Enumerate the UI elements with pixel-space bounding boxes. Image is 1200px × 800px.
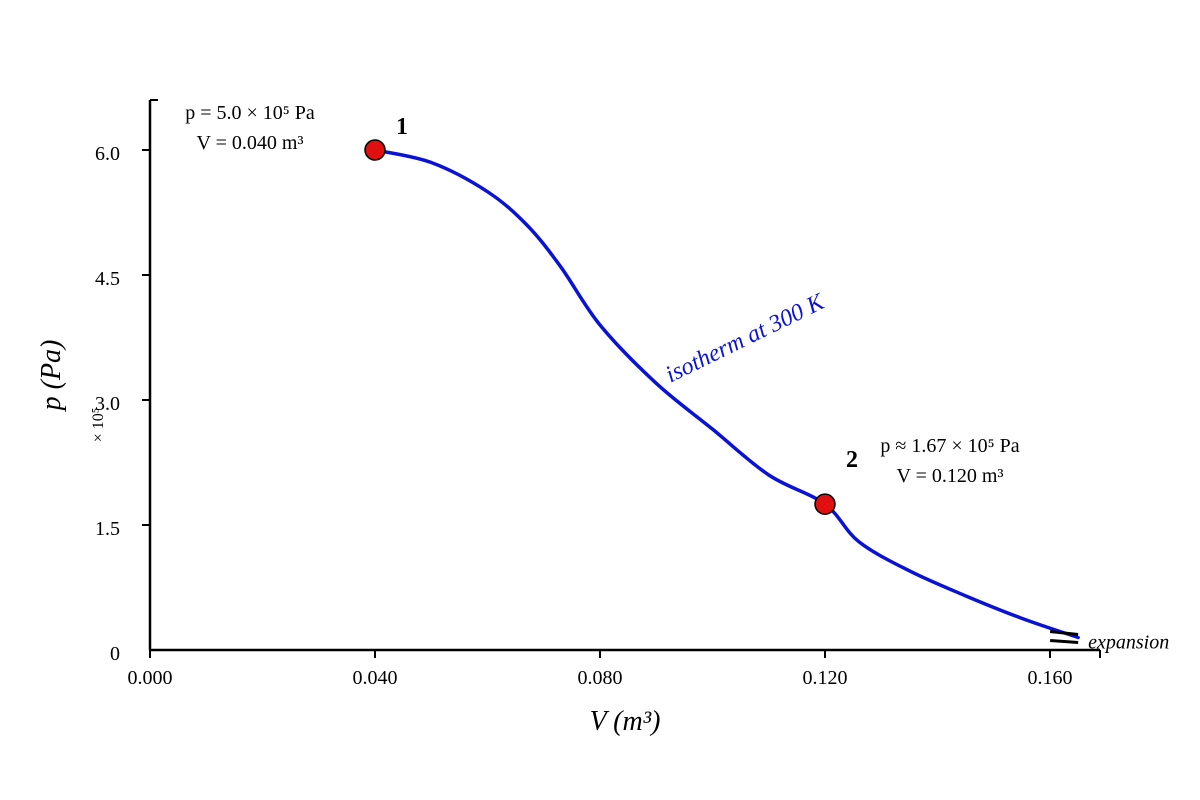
y-tick-label: 0 — [110, 643, 120, 665]
state-annotation-line: V = 0.040 m³ — [197, 132, 304, 154]
x-tick-label: 0.120 — [803, 667, 848, 689]
x-axis-title: V (m³) — [590, 706, 661, 737]
y-tick-label: 3.0 — [95, 393, 120, 415]
x-tick-label: 0.080 — [578, 667, 623, 689]
state-point-label: 2 — [846, 447, 858, 473]
y-axis-title: p (Pa) — [36, 340, 67, 413]
state-point-label: 1 — [396, 114, 408, 140]
x-tick-label: 0.000 — [128, 667, 173, 689]
state-annotation-line: p ≈ 1.67 × 10⁵ Pa — [880, 435, 1019, 457]
state-point-1 — [364, 139, 386, 161]
y-tick-label: 6.0 — [95, 143, 120, 165]
curve-label: isotherm at 300 K — [662, 288, 830, 388]
expansion-arrow — [1049, 630, 1079, 644]
curve: expansion — [373, 148, 1169, 654]
x-tick-label: 0.040 — [353, 667, 398, 689]
isotherm-line — [373, 148, 1080, 640]
state-point-2 — [814, 493, 836, 515]
axes — [148, 99, 1101, 658]
ticks: 0.000 0.040 0.080 0.120 0.160 0 1.5 3.0 4.5 6.0 — [95, 143, 1073, 689]
x-tick-label: 0.160 — [1028, 667, 1073, 689]
state-annotation-line: p = 5.0 × 10⁵ Pa — [185, 102, 315, 124]
y-axis-multiplier: × 10⁵ — [90, 408, 107, 443]
y-tick-label: 4.5 — [95, 268, 120, 290]
y-tick-label: 1.5 — [95, 518, 120, 540]
expansion-label: expansion — [1088, 632, 1169, 654]
annotations: p = 5.0 × 10⁵ Pa V = 0.040 m³ p ≈ 1.67 × 1… — [185, 102, 1020, 487]
points: 12 — [364, 114, 858, 515]
state-annotation-line: V = 0.120 m³ — [897, 465, 1004, 487]
